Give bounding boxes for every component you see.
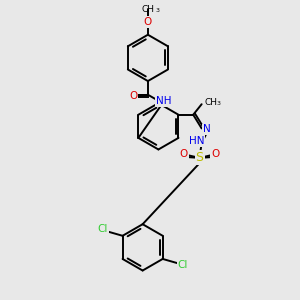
Text: N: N <box>203 124 211 134</box>
Text: Cl: Cl <box>98 224 108 235</box>
Text: O: O <box>129 91 137 101</box>
Text: 3: 3 <box>216 101 220 106</box>
Text: Cl: Cl <box>178 260 188 270</box>
Text: 3: 3 <box>155 8 159 13</box>
Text: O: O <box>211 149 219 159</box>
Text: CH: CH <box>141 5 154 14</box>
Text: HN: HN <box>189 136 204 146</box>
Text: S: S <box>196 152 203 164</box>
Text: O: O <box>144 17 152 27</box>
Text: NH: NH <box>156 96 171 106</box>
Text: O: O <box>180 149 188 159</box>
Text: CH: CH <box>205 98 218 106</box>
